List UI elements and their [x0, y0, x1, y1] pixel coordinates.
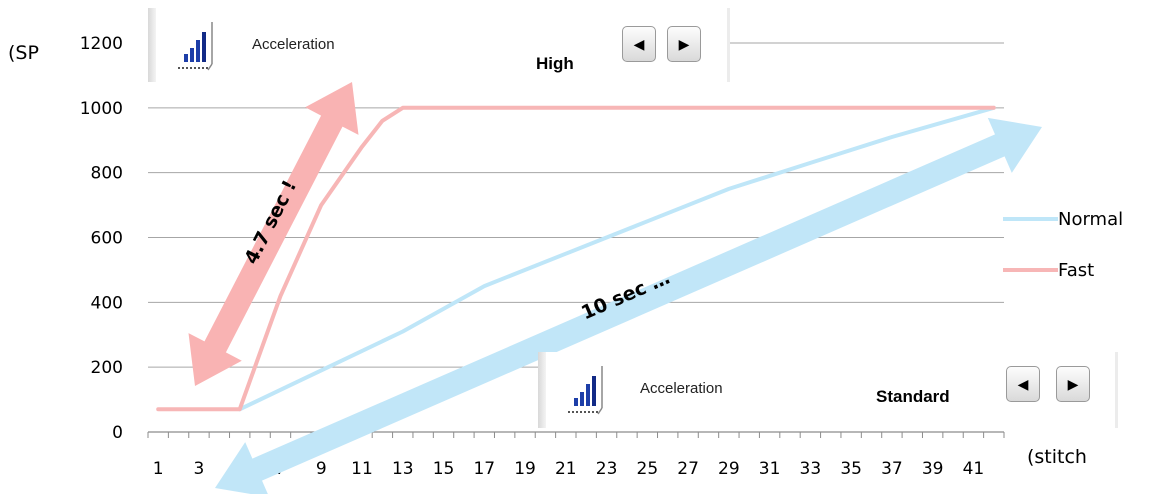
series-line-normal [237, 105, 996, 412]
x-tick-label: 9 [316, 459, 327, 479]
acceleration-level: High [536, 54, 574, 73]
increase-button[interactable]: ▶ [667, 26, 701, 62]
increase-button[interactable]: ▶ [1056, 366, 1090, 402]
left-arrow-icon: ◀ [1017, 375, 1029, 392]
y-tick-label: 800 [91, 164, 123, 184]
legend-label: Normal [1058, 209, 1123, 230]
y-tick-label: 0 [112, 423, 123, 443]
left-arrow-icon: ◀ [633, 35, 645, 52]
x-tick-label: 25 [637, 459, 659, 479]
x-tick-label: 13 [392, 459, 414, 479]
y-tick-label: 600 [91, 229, 123, 249]
panel-edge [148, 8, 156, 82]
x-tick-label: 3 [194, 459, 205, 479]
acceleration-icon [568, 366, 603, 415]
panel-title: Acceleration [640, 380, 723, 397]
panel-edge [538, 352, 546, 428]
annotation-arrow-normal [215, 117, 1042, 494]
y-tick-label: 400 [91, 293, 123, 313]
x-axis: 1357911131517192123252729313335373941 [147, 431, 1005, 479]
x-tick-label: 29 [718, 459, 740, 479]
panel-title: Acceleration [252, 36, 335, 53]
right-arrow-icon: ▶ [1067, 375, 1079, 392]
x-tick-label: 11 [351, 459, 373, 479]
x-tick-label: 39 [922, 459, 944, 479]
x-tick-label: 35 [840, 459, 862, 479]
x-tick-label: 1 [153, 459, 164, 479]
annotation-arrows: 4.7 sec !10 sec … [188, 82, 1042, 494]
legend: Normal Fast [1003, 209, 1123, 281]
series-line-fast [156, 105, 996, 412]
x-tick-label: 41 [963, 459, 985, 479]
x-tick-label: 31 [759, 459, 781, 479]
x-tick-label: 27 [677, 459, 699, 479]
decrease-button[interactable]: ◀ [1006, 366, 1040, 402]
x-axis-title: (stitch [1027, 446, 1087, 468]
acceleration-level: Standard [876, 387, 950, 406]
x-tick-label: 33 [800, 459, 822, 479]
x-tick-label: 37 [881, 459, 903, 479]
y-axis-ticks: 0 200 400 600 800 1000 1200 [80, 34, 123, 443]
y-tick-label: 200 [91, 358, 123, 378]
x-tick-label: 17 [473, 459, 495, 479]
acceleration-panel-standard: Acceleration Standard ◀ ▶ [538, 352, 1118, 428]
panel-edge [1115, 352, 1118, 428]
y-axis-title: (SP [8, 42, 39, 64]
right-arrow-icon: ▶ [678, 35, 690, 52]
y-tick-label: 1000 [80, 99, 123, 119]
panel-edge [727, 8, 730, 82]
acceleration-icon [178, 22, 213, 71]
x-tick-label: 15 [433, 459, 455, 479]
acceleration-panel-high: Acceleration High ◀ ▶ [148, 8, 730, 82]
x-tick-label: 23 [596, 459, 618, 479]
legend-label: Fast [1058, 260, 1094, 281]
decrease-button[interactable]: ◀ [622, 26, 656, 62]
series-lines [156, 105, 996, 412]
x-tick-label: 21 [555, 459, 577, 479]
x-tick-label: 19 [514, 459, 536, 479]
annotation-arrow-fast [188, 82, 359, 386]
y-tick-label: 1200 [80, 34, 123, 54]
